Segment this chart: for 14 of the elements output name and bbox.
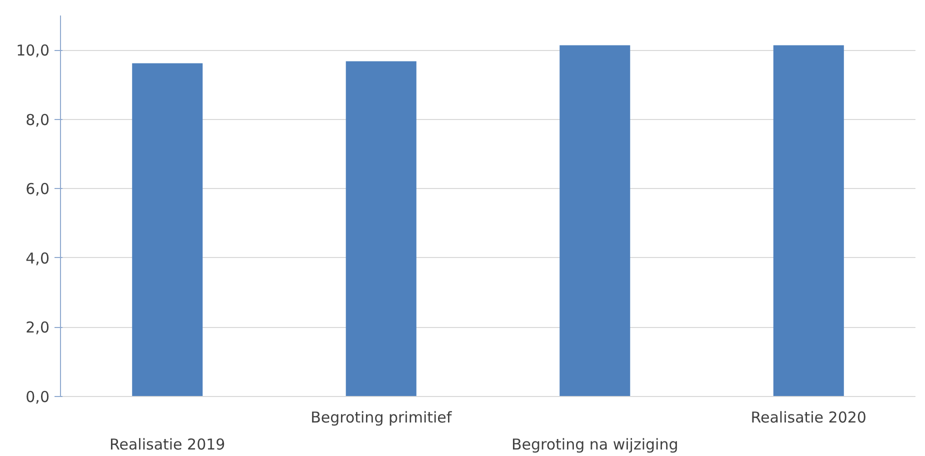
y-tick-label: 6,0 bbox=[26, 180, 50, 198]
x-tick-label: Begroting na wijziging bbox=[512, 436, 678, 454]
y-tick-label: 4,0 bbox=[26, 249, 50, 268]
y-tick-label: 10,0 bbox=[16, 42, 50, 60]
y-tick-label: 8,0 bbox=[26, 110, 50, 129]
y-tick-label: 0,0 bbox=[26, 388, 50, 406]
bar bbox=[560, 45, 630, 396]
y-tick-label: 2,0 bbox=[26, 318, 50, 337]
x-tick-label: Realisatie 2020 bbox=[750, 408, 866, 426]
bar bbox=[132, 63, 203, 396]
x-tick-label: Begroting primitief bbox=[310, 408, 452, 426]
bar bbox=[773, 45, 844, 396]
bar bbox=[346, 61, 416, 396]
x-tick-label: Realisatie 2019 bbox=[110, 436, 226, 454]
